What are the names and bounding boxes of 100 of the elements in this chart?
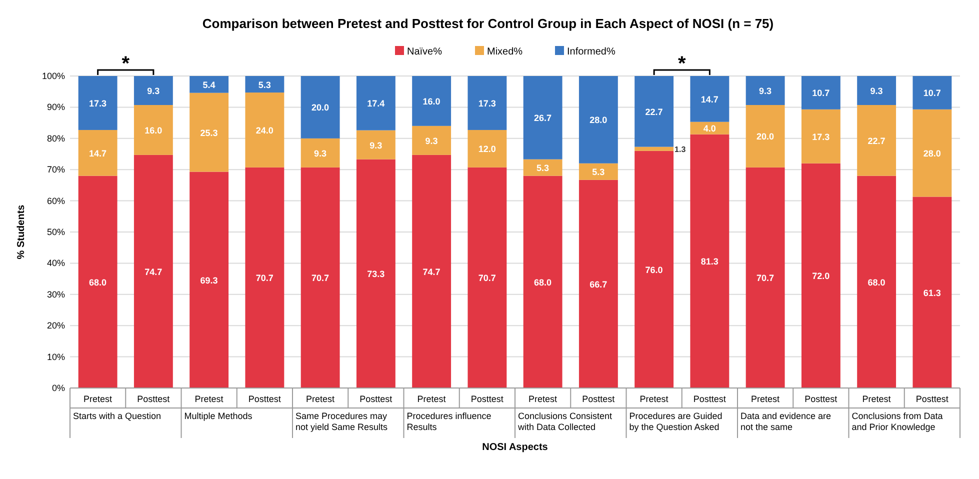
bar xyxy=(300,167,340,388)
data-label: 5.4 xyxy=(202,80,216,90)
data-label: 74.7 xyxy=(144,266,162,277)
data-label: 28.0 xyxy=(590,115,608,126)
bar xyxy=(134,76,173,106)
bar xyxy=(857,176,896,388)
data-label: 16.0 xyxy=(422,96,440,106)
data-label: 12.0 xyxy=(478,144,496,154)
bar xyxy=(134,154,173,388)
x-tick-label: Posttest xyxy=(360,394,393,404)
bar xyxy=(690,76,730,122)
y-tick-label: 30% xyxy=(46,289,65,300)
bar xyxy=(578,76,618,164)
bar xyxy=(300,138,340,168)
bar xyxy=(801,163,840,388)
bar xyxy=(356,159,396,388)
bar xyxy=(523,176,562,388)
bar xyxy=(468,167,507,388)
text: * xyxy=(122,53,130,75)
y-tick-label: 60% xyxy=(46,196,65,206)
bar xyxy=(412,154,452,388)
bar xyxy=(690,122,730,134)
text: Same Procedures may not yield Same Results xyxy=(296,411,388,432)
data-label: 26.7 xyxy=(534,113,552,124)
data-label: 70.7 xyxy=(256,273,274,284)
y-tick-label: 10% xyxy=(46,352,65,362)
y-tick-label: 70% xyxy=(46,164,65,175)
bar xyxy=(190,92,229,172)
data-label: 81.3 xyxy=(700,256,718,267)
bar xyxy=(690,134,730,388)
bar xyxy=(801,76,840,110)
data-label: 17.3 xyxy=(812,132,830,142)
x-tick-label: Pretest xyxy=(306,394,336,404)
data-label: 14.7 xyxy=(700,94,718,104)
data-label: 68.0 xyxy=(534,277,552,288)
data-label: 22.7 xyxy=(868,136,886,146)
data-label: 20.0 xyxy=(312,102,330,113)
bar xyxy=(857,76,896,106)
text: Procedures influence Results xyxy=(406,411,492,432)
y-tick-label: 90% xyxy=(46,102,65,112)
text: * xyxy=(678,53,686,75)
bar xyxy=(468,76,507,130)
text: Starts with a Question xyxy=(73,411,162,421)
x-axis-title: NOSI Aspects xyxy=(482,442,548,453)
data-label: 4.0 xyxy=(703,124,716,134)
x-tick-label: Pretest xyxy=(84,394,113,404)
bar xyxy=(801,109,840,164)
bar xyxy=(356,130,396,160)
chart-title: Comparison between Pretest and Posttest for Control Group in Each Aspect of NOSI (n = 75) xyxy=(202,16,774,31)
bar xyxy=(190,76,229,93)
bar xyxy=(468,130,507,168)
data-label: 22.7 xyxy=(645,106,663,117)
y-tick-label: 50% xyxy=(46,227,65,237)
x-tick-label: Pretest xyxy=(194,394,224,404)
y-tick-label: 100% xyxy=(42,71,65,81)
data-label: 73.3 xyxy=(367,269,385,280)
data-label: 70.7 xyxy=(312,273,330,284)
y-tick-label: 40% xyxy=(46,258,65,268)
data-label: 74.7 xyxy=(422,266,440,277)
data-label: 61.3 xyxy=(923,288,941,298)
data-label: 25.3 xyxy=(200,128,218,138)
data-label: 17.3 xyxy=(89,98,107,108)
bar xyxy=(634,146,674,151)
bar xyxy=(245,167,284,388)
data-label: 10.7 xyxy=(923,88,941,98)
bar xyxy=(634,76,674,147)
bar xyxy=(190,172,229,388)
y-axis-title: % Students xyxy=(16,204,27,260)
bar xyxy=(78,76,118,130)
x-tick-label: Posttest xyxy=(804,394,838,404)
data-label: 9.3 xyxy=(370,140,382,150)
data-label: 17.4 xyxy=(367,98,385,109)
x-tick-label: Pretest xyxy=(862,394,892,404)
data-label: 1.3 xyxy=(674,144,686,154)
bar xyxy=(523,159,562,176)
text: Conclusions Consistent with Data Collected xyxy=(517,411,613,432)
x-tick-label: Posttest xyxy=(470,394,504,404)
data-label: 5.3 xyxy=(592,167,605,178)
data-label: 70.7 xyxy=(756,273,774,284)
data-label: 20.0 xyxy=(756,132,774,142)
data-label: 68.0 xyxy=(89,277,107,288)
legend-label: Informed% xyxy=(567,46,616,58)
data-label: 68.0 xyxy=(868,277,886,288)
bar xyxy=(857,105,896,176)
bar xyxy=(523,76,562,160)
bar xyxy=(300,76,340,138)
bar xyxy=(746,167,785,388)
bar xyxy=(746,105,785,168)
data-label: 24.0 xyxy=(256,125,274,136)
data-label: 28.0 xyxy=(923,148,941,159)
legend-label: Mixed% xyxy=(487,46,523,58)
legend-label: Naïve% xyxy=(407,46,442,58)
data-label: 16.0 xyxy=(144,125,162,136)
y-tick-label: 80% xyxy=(46,133,65,144)
data-label: 9.3 xyxy=(759,86,772,96)
bar xyxy=(412,126,452,155)
bar xyxy=(78,130,118,176)
x-tick-label: Pretest xyxy=(417,394,446,404)
bar xyxy=(912,76,952,110)
data-label: 69.3 xyxy=(200,275,218,286)
